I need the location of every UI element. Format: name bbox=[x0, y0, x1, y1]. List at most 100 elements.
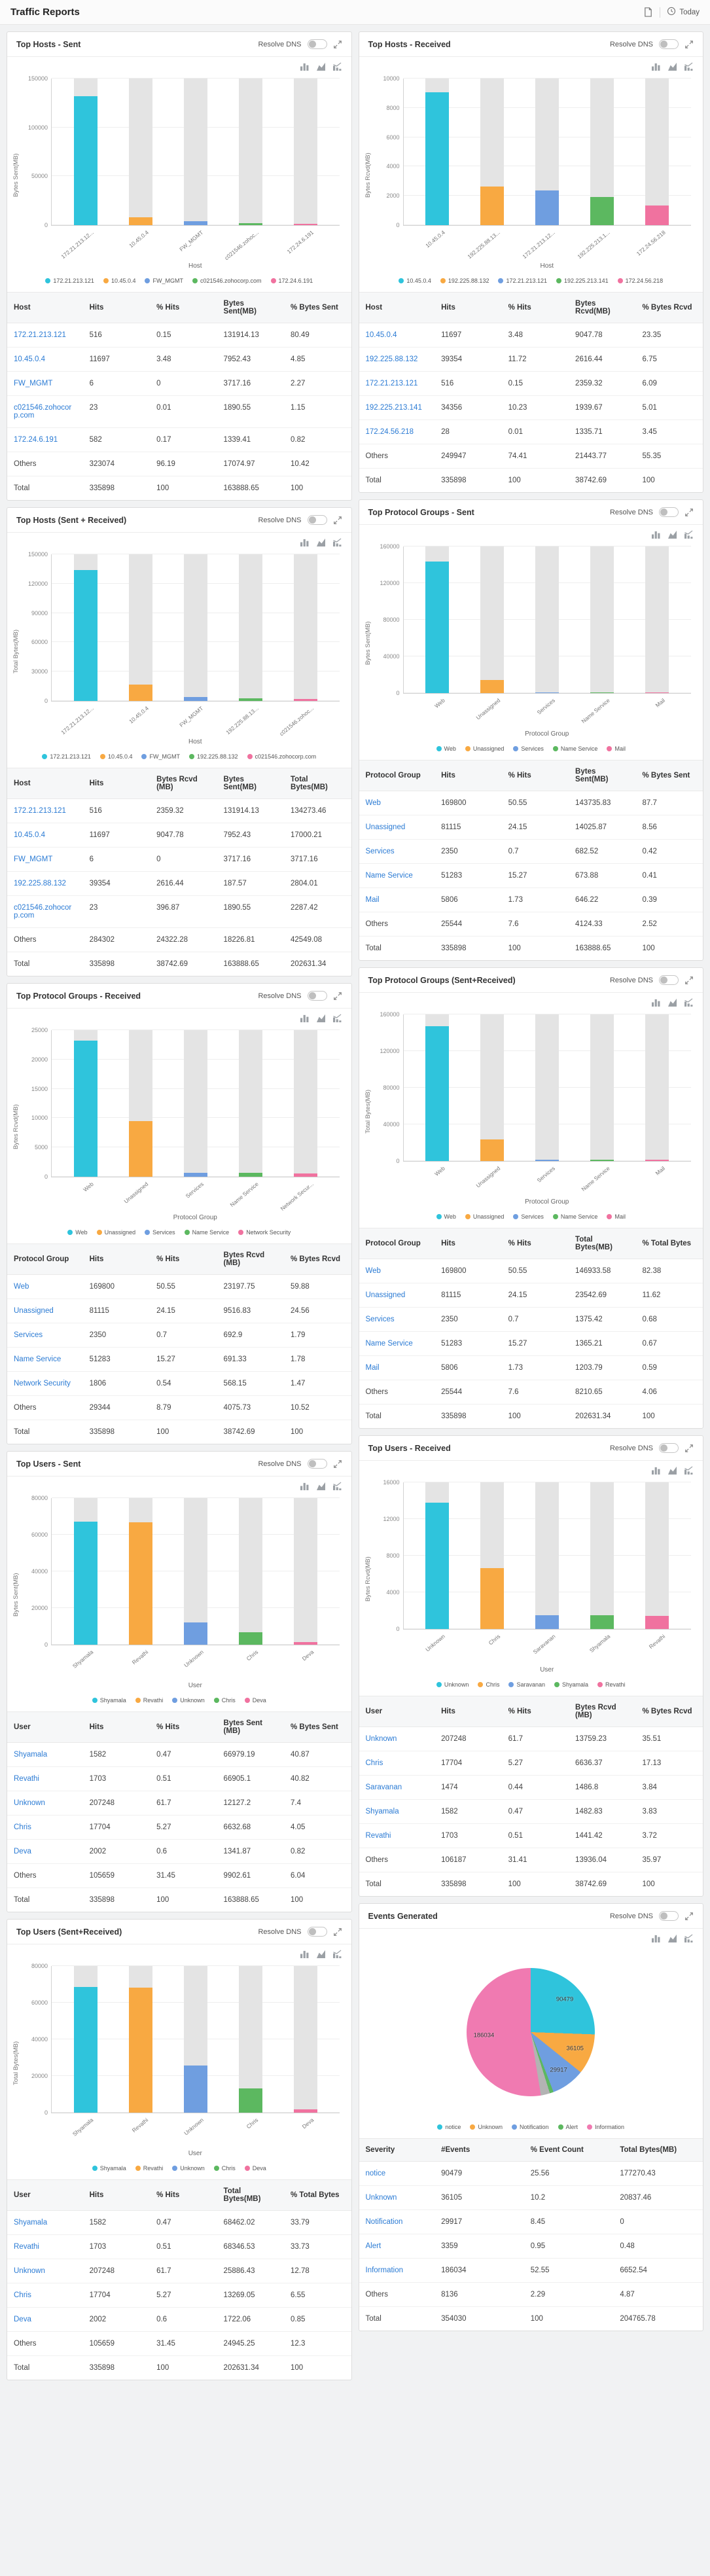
resolve-dns-toggle[interactable] bbox=[307, 39, 327, 49]
export-icon[interactable] bbox=[643, 7, 653, 17]
bar[interactable] bbox=[645, 692, 669, 693]
resolve-dns-toggle[interactable] bbox=[659, 1911, 679, 1921]
bar-chart-icon[interactable] bbox=[300, 62, 310, 71]
bar[interactable] bbox=[425, 561, 450, 693]
row-link[interactable]: Unassigned bbox=[365, 1291, 406, 1299]
row-link[interactable]: Unknown bbox=[14, 1799, 45, 1807]
bar[interactable] bbox=[183, 1172, 207, 1177]
bar[interactable] bbox=[128, 684, 152, 701]
bar[interactable] bbox=[535, 1615, 559, 1629]
bar[interactable] bbox=[480, 680, 505, 693]
row-link[interactable]: Services bbox=[365, 848, 395, 855]
expand-icon[interactable] bbox=[684, 1912, 694, 1921]
row-link[interactable]: Deva bbox=[14, 2316, 31, 2323]
expand-icon[interactable] bbox=[333, 1927, 342, 1937]
bar[interactable] bbox=[293, 2109, 317, 2113]
row-link[interactable]: Shyamala bbox=[365, 1808, 399, 1816]
row-link[interactable]: Web bbox=[14, 1283, 29, 1291]
row-link[interactable]: c021546.zohocorp.com bbox=[14, 404, 72, 420]
row-link[interactable]: Alert bbox=[365, 2242, 382, 2250]
bar[interactable] bbox=[128, 1120, 152, 1177]
area-chart-icon[interactable] bbox=[667, 1466, 677, 1475]
row-link[interactable]: FW_MGMT bbox=[14, 855, 53, 863]
bar[interactable] bbox=[128, 1987, 152, 2113]
bar[interactable] bbox=[590, 692, 614, 693]
row-link[interactable]: Mail bbox=[365, 1364, 380, 1372]
resolve-dns-toggle[interactable] bbox=[659, 1443, 679, 1453]
bar-chart-icon[interactable] bbox=[651, 1466, 661, 1475]
row-link[interactable]: Services bbox=[365, 1315, 395, 1323]
row-link[interactable]: FW_MGMT bbox=[14, 380, 53, 387]
bar[interactable] bbox=[480, 187, 505, 225]
area-chart-icon[interactable] bbox=[316, 538, 326, 546]
combo-chart-icon[interactable] bbox=[684, 62, 694, 71]
row-link[interactable]: 10.45.0.4 bbox=[14, 831, 45, 839]
area-chart-icon[interactable] bbox=[316, 1482, 326, 1490]
bar-chart-icon[interactable] bbox=[651, 998, 661, 1007]
combo-chart-icon[interactable] bbox=[684, 530, 694, 539]
bar-chart-icon[interactable] bbox=[651, 530, 661, 539]
combo-chart-icon[interactable] bbox=[332, 1014, 342, 1022]
area-chart-icon[interactable] bbox=[316, 62, 326, 71]
bar-chart-icon[interactable] bbox=[300, 538, 310, 546]
combo-chart-icon[interactable] bbox=[332, 1950, 342, 1958]
resolve-dns-toggle[interactable] bbox=[307, 515, 327, 525]
bar[interactable] bbox=[73, 96, 98, 225]
row-link[interactable]: Name Service bbox=[14, 1355, 62, 1363]
row-link[interactable]: Deva bbox=[14, 1848, 31, 1855]
resolve-dns-toggle[interactable] bbox=[659, 975, 679, 985]
row-link[interactable]: Unassigned bbox=[14, 1307, 54, 1315]
bar[interactable] bbox=[128, 217, 152, 225]
bar[interactable] bbox=[128, 1522, 152, 1645]
row-link[interactable]: Chris bbox=[365, 1759, 383, 1767]
bar-chart-icon[interactable] bbox=[300, 1014, 310, 1022]
row-link[interactable]: c021546.zohocorp.com bbox=[14, 904, 72, 920]
expand-icon[interactable] bbox=[684, 1444, 694, 1453]
bar[interactable] bbox=[645, 206, 669, 225]
row-link[interactable]: 172.21.213.121 bbox=[14, 807, 66, 815]
row-link[interactable]: Network Security bbox=[14, 1380, 71, 1387]
row-link[interactable]: Unknown bbox=[14, 2267, 45, 2275]
expand-icon[interactable] bbox=[684, 508, 694, 517]
bar[interactable] bbox=[535, 190, 559, 225]
bar[interactable] bbox=[183, 221, 207, 225]
row-link[interactable]: 192.225.88.132 bbox=[365, 355, 418, 363]
combo-chart-icon[interactable] bbox=[684, 998, 694, 1007]
combo-chart-icon[interactable] bbox=[332, 62, 342, 71]
row-link[interactable]: Name Service bbox=[365, 1340, 413, 1348]
bar[interactable] bbox=[645, 1160, 669, 1161]
bar[interactable] bbox=[73, 569, 98, 701]
bar-chart-icon[interactable] bbox=[300, 1950, 310, 1958]
bar-chart-icon[interactable] bbox=[300, 1482, 310, 1490]
bar[interactable] bbox=[238, 1632, 262, 1645]
row-link[interactable]: 192.225.213.141 bbox=[365, 404, 422, 412]
row-link[interactable]: Shyamala bbox=[14, 1751, 48, 1759]
bar-chart-icon[interactable] bbox=[651, 1934, 661, 1942]
pie[interactable] bbox=[467, 1967, 595, 2096]
row-link[interactable]: 172.24.6.191 bbox=[14, 436, 58, 444]
row-link[interactable]: 172.21.213.121 bbox=[365, 380, 418, 387]
row-link[interactable]: Unknown bbox=[365, 2194, 397, 2202]
bar[interactable] bbox=[590, 1615, 614, 1629]
bar[interactable] bbox=[238, 698, 262, 701]
bar[interactable] bbox=[183, 2065, 207, 2113]
row-link[interactable]: Revathi bbox=[365, 1832, 391, 1840]
row-link[interactable]: Name Service bbox=[365, 872, 413, 880]
expand-icon[interactable] bbox=[333, 1459, 342, 1469]
row-link[interactable]: Chris bbox=[14, 2291, 31, 2299]
expand-icon[interactable] bbox=[684, 40, 694, 49]
expand-icon[interactable] bbox=[333, 40, 342, 49]
bar[interactable] bbox=[238, 2088, 262, 2113]
row-link[interactable]: Services bbox=[14, 1331, 43, 1339]
bar[interactable] bbox=[425, 1026, 450, 1161]
bar[interactable] bbox=[73, 1041, 98, 1177]
area-chart-icon[interactable] bbox=[667, 530, 677, 539]
row-link[interactable]: 172.24.56.218 bbox=[365, 428, 414, 436]
expand-icon[interactable] bbox=[333, 516, 342, 525]
resolve-dns-toggle[interactable] bbox=[659, 507, 679, 517]
combo-chart-icon[interactable] bbox=[332, 1482, 342, 1490]
bar[interactable] bbox=[425, 92, 450, 225]
bar[interactable] bbox=[425, 1503, 450, 1629]
bar[interactable] bbox=[73, 1987, 98, 2113]
bar[interactable] bbox=[183, 1622, 207, 1645]
